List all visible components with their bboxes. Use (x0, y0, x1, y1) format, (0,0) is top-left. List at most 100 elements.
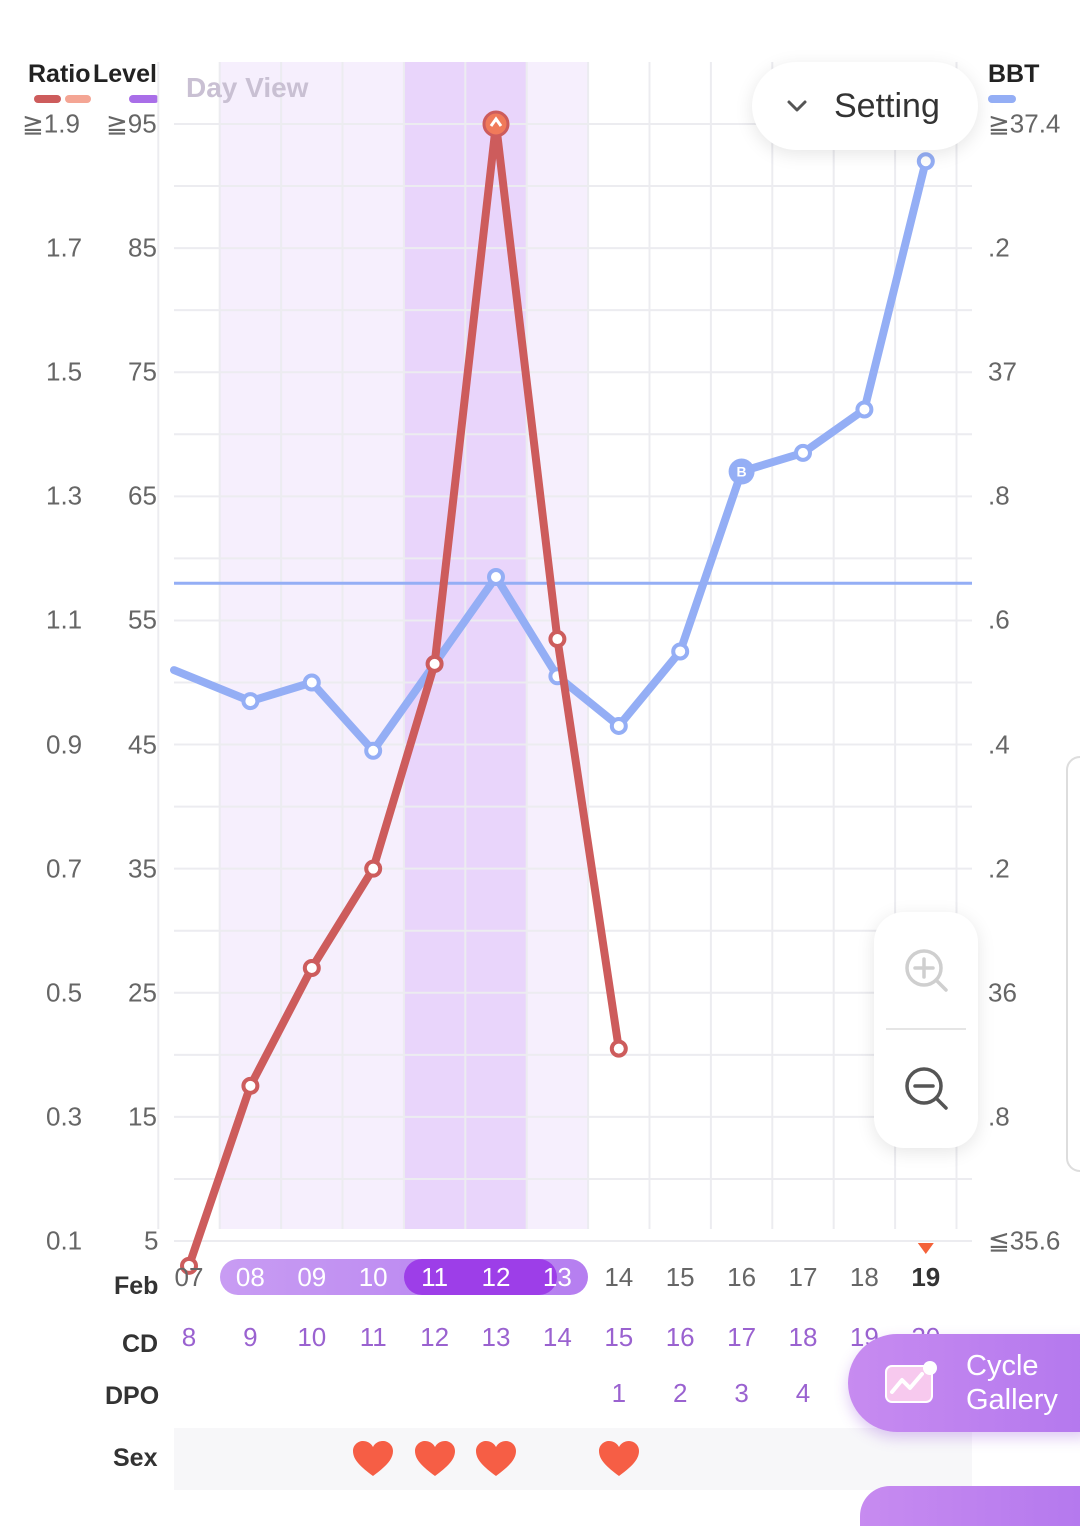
dpo-label: DPO (105, 1382, 160, 1410)
level-tick-label: 75 (128, 356, 157, 387)
zoom-divider (886, 1028, 966, 1030)
secondary-floating-button[interactable] (860, 1486, 1080, 1526)
date-label: 07 (174, 1262, 204, 1292)
dpo-label-value: 3 (734, 1378, 749, 1408)
cycle-gallery-button[interactable]: Cycle Gallery (848, 1334, 1080, 1432)
date-label: 11 (421, 1262, 449, 1292)
cycle-day-label: 11 (359, 1322, 387, 1352)
date-label: 17 (788, 1262, 818, 1292)
ratio-point (425, 654, 444, 673)
bbt-tick-label: ≧37.4 (988, 108, 1061, 139)
gallery-label-line1: Cycle (966, 1350, 1039, 1382)
cycle-day-label: 15 (604, 1322, 634, 1352)
level-tick-label: 5 (144, 1225, 159, 1256)
scroll-handle[interactable] (1066, 756, 1080, 1172)
ratio-point (364, 859, 383, 878)
gallery-label-line2: Gallery (966, 1384, 1058, 1416)
zoom-out-icon[interactable] (904, 1066, 950, 1112)
bbt-point (364, 741, 383, 760)
zoom-in-icon[interactable] (904, 948, 950, 994)
setting-label: Setting (834, 86, 940, 125)
level-tick-label: 45 (128, 729, 157, 760)
ratio-tick-label: 1.5 (46, 356, 83, 387)
cycle-day-label: 14 (542, 1322, 572, 1352)
setting-button[interactable]: Setting (752, 62, 978, 150)
ratio-point (548, 630, 567, 649)
date-label: 12 (481, 1262, 511, 1292)
ratio-point (180, 1256, 198, 1275)
heart-icon (351, 1440, 395, 1483)
ratio-tick-label: 0.9 (46, 729, 83, 760)
bbt-point (855, 400, 874, 419)
cycle-day-label: 13 (481, 1322, 511, 1352)
zoom-controls (874, 912, 978, 1148)
bbt-legend-label: BBT (988, 60, 1040, 88)
cycle-day-label: 17 (727, 1322, 757, 1352)
level-tick-label: 35 (128, 853, 157, 884)
date-label: 18 (849, 1262, 879, 1292)
heart-icon (597, 1440, 641, 1483)
cycle-day-label: 12 (420, 1322, 450, 1352)
sex-row-background (174, 1428, 972, 1490)
today-marker-icon (917, 1243, 934, 1254)
ratio-swatch (34, 95, 61, 103)
level-swatch (129, 95, 159, 103)
bbt-point (302, 673, 321, 692)
ratio-point (302, 958, 321, 977)
ratio-tick-label: 0.1 (46, 1225, 83, 1256)
cd-label: CD (122, 1330, 159, 1358)
ratio-swatch-light (65, 95, 91, 103)
bbt-tick-label: .8 (988, 1101, 1010, 1132)
ratio-point (609, 1039, 628, 1058)
chart-image-icon (884, 1360, 938, 1404)
dpo-label-value: 4 (795, 1378, 811, 1408)
ratio-tick-label: 0.5 (46, 977, 83, 1008)
date-label: 16 (727, 1262, 757, 1292)
date-label: 13 (542, 1262, 572, 1292)
ratio-tick-label: 1.1 (46, 604, 83, 635)
bbt-tick-label: .8 (988, 480, 1010, 511)
level-tick-label: 65 (128, 480, 157, 511)
ratio-tick-label: 0.7 (46, 853, 83, 884)
day-view-label: Day View (186, 72, 309, 103)
cycle-day-label: 18 (788, 1322, 818, 1352)
date-label: 08 (235, 1262, 265, 1292)
bbt-point (609, 716, 628, 735)
bbt-tick-label: 37 (988, 356, 1017, 387)
peak-arrow-icon (489, 116, 503, 127)
bbt-marker-label: B (737, 464, 747, 480)
bbt-tick-label: ≦35.6 (988, 1225, 1061, 1256)
cycle-day-label: 10 (297, 1322, 327, 1352)
level-legend-label: Level (93, 60, 157, 88)
ratio-point (241, 1076, 260, 1095)
date-label: 14 (604, 1262, 634, 1292)
bbt-tick-label: .2 (988, 232, 1010, 263)
level-tick-label: 85 (128, 232, 157, 263)
date-label: 10 (358, 1262, 388, 1292)
bbt-point (241, 692, 260, 711)
bbt-point (728, 458, 755, 485)
heart-icon (474, 1440, 518, 1483)
bbt-point (671, 642, 690, 661)
level-tick-label: ≧95 (106, 108, 157, 139)
bbt-point (487, 568, 505, 587)
dpo-label-value: 1 (611, 1378, 627, 1408)
bbt-swatch (988, 95, 1016, 103)
ratio-tick-label: 1.7 (46, 232, 83, 263)
ratio-tick-label: 0.3 (46, 1101, 83, 1132)
heart-icon (413, 1440, 457, 1483)
cycle-day-label: 16 (665, 1322, 695, 1352)
bbt-point (794, 443, 812, 462)
cycle-day-label: 9 (243, 1322, 258, 1352)
ratio-tick-label: 1.3 (46, 480, 83, 511)
level-tick-label: 25 (128, 977, 157, 1008)
bbt-tick-label: .6 (988, 604, 1010, 635)
month-label: Feb (114, 1272, 159, 1300)
peak-window-pill (403, 1259, 557, 1295)
ratio-series-line (185, 120, 623, 1270)
date-label: 15 (665, 1262, 695, 1292)
date-label: 19 (911, 1262, 941, 1292)
dpo-label-value: 2 (672, 1378, 688, 1408)
level-tick-label: 15 (128, 1101, 157, 1132)
